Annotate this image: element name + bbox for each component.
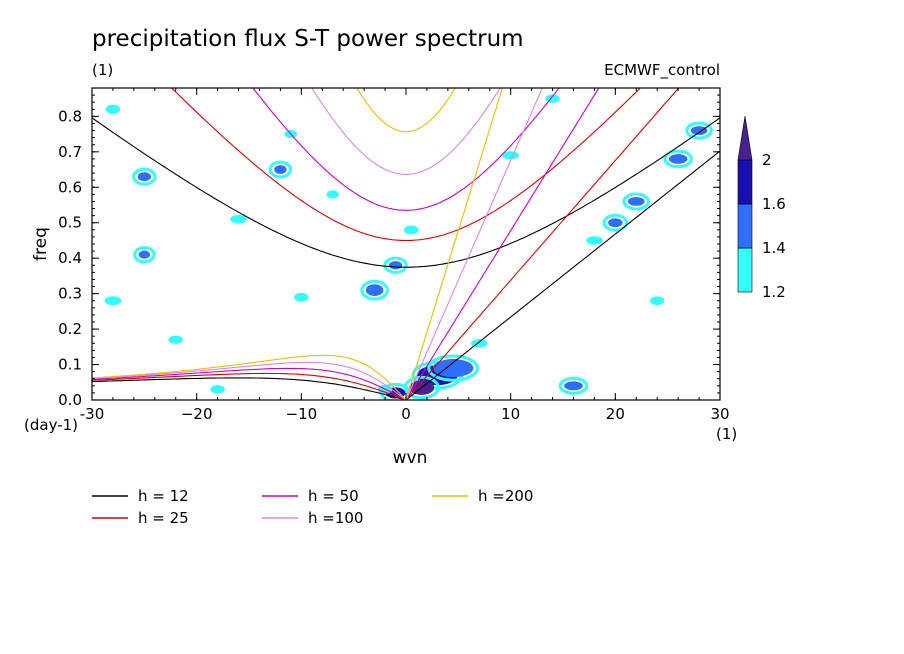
legend-label: h = 25 <box>138 509 189 527</box>
y-tick-label: 0.5 <box>58 214 82 232</box>
x-axis-label: wvn <box>393 448 428 468</box>
chart-title: precipitation flux S-T power spectrum <box>92 26 524 52</box>
x-tick-label: -30 <box>80 405 105 423</box>
colorbar-swatch <box>737 247 753 293</box>
y-unit-label: (day-1) <box>24 416 78 434</box>
shading-blob <box>326 190 339 199</box>
shading-blob <box>649 296 665 306</box>
shading-blob <box>564 381 583 391</box>
rossby-curve <box>92 354 407 400</box>
shading-blob <box>137 172 152 182</box>
shading-blob <box>690 126 708 136</box>
inertio-gravity-curve <box>252 88 560 211</box>
shading-blob <box>404 225 419 235</box>
y-axis-label: freq <box>31 227 51 261</box>
shading-blob <box>502 151 519 160</box>
colorbar-extend-triangle <box>737 115 753 161</box>
colorbar-swatch <box>737 203 753 249</box>
shading-blob <box>274 165 287 175</box>
rossby-curve <box>92 377 407 400</box>
legend-label: h =200 <box>478 487 533 505</box>
shading-blob-halo <box>663 149 693 169</box>
shading-blob-halo <box>622 192 651 211</box>
shading-blob-halo <box>602 213 629 232</box>
y-tick-label: 0.7 <box>58 143 82 161</box>
inertio-gravity-curve <box>92 117 720 268</box>
axis-ticks: -30 −20 −10 0 10 20 30 0.0 0.1 0.2 0.3 0.4 0.5 0.6 0.7… <box>58 88 730 423</box>
kelvin-curve <box>405 150 720 400</box>
colorbar-swatch <box>737 159 753 205</box>
shading-blob <box>586 236 603 245</box>
y-tick-label: 0.8 <box>58 107 82 125</box>
shading-blob <box>138 250 150 259</box>
legend-label: h = 50 <box>308 487 359 505</box>
shading-blob-halo <box>133 246 156 264</box>
colorbar-label: 1.4 <box>762 239 786 257</box>
shading-blob <box>104 296 122 306</box>
inertio-gravity-curve <box>170 88 642 242</box>
y-tick-label: 0.0 <box>58 391 82 409</box>
inertio-gravity-curve <box>356 88 456 133</box>
inertio-gravity-curve <box>311 88 501 175</box>
shading-blob-halo <box>360 279 389 301</box>
y-tick-label: 0.2 <box>58 320 82 338</box>
shading-blob <box>210 385 225 394</box>
colorbar: 1.2 1.4 1.6 2 <box>737 115 786 301</box>
shading-blob <box>294 292 309 302</box>
y-tick-label: 0.4 <box>58 249 82 267</box>
x-tick-label: −10 <box>286 405 318 423</box>
legend-label: h =100 <box>308 509 363 527</box>
x-tick-label: −20 <box>181 405 213 423</box>
chart-subtitle-right: ECMWF_control <box>604 61 720 80</box>
shading-blob <box>627 196 645 206</box>
shading-blob-halo <box>558 376 589 395</box>
rossby-curve <box>92 367 407 400</box>
colorbar-label: 1.6 <box>762 195 786 213</box>
chart-subtitle-left: (1) <box>92 61 113 79</box>
colorbar-label: 2 <box>762 151 772 169</box>
dispersion-curves <box>92 88 720 400</box>
shading-blob <box>365 284 384 296</box>
shading-blob <box>432 359 474 378</box>
shading-blob-halo <box>685 121 713 140</box>
y-tick-label: 0.3 <box>58 285 82 303</box>
kelvin-curve <box>405 88 543 400</box>
kelvin-curve <box>405 88 503 400</box>
power-shading <box>104 94 713 400</box>
legend-label: h = 12 <box>138 487 189 505</box>
shading-blob-halo <box>383 256 408 274</box>
shading-blob <box>608 218 623 228</box>
shading-blob <box>105 104 121 114</box>
x-tick-label: 30 <box>710 405 729 423</box>
rossby-curve <box>92 361 407 400</box>
x-tick-label: 0 <box>401 405 411 423</box>
shading-blob-halo <box>268 160 293 179</box>
kelvin-curve <box>405 88 680 400</box>
plot-frame <box>91 87 721 401</box>
y-tick-label: 0.1 <box>58 356 82 374</box>
x-tick-label: 10 <box>501 405 520 423</box>
y-tick-label: 0.6 <box>58 178 82 196</box>
shading-blob <box>668 154 688 164</box>
x-unit-label: (1) <box>716 425 737 443</box>
shading-blob-halo <box>427 354 479 382</box>
shading-blob <box>388 261 403 270</box>
shading-blob-halo <box>132 167 157 186</box>
legend: h = 12 h = 25 h = 50 h =100 h =200 <box>92 487 533 527</box>
rossby-curve <box>92 372 407 400</box>
colorbar-label: 1.2 <box>762 283 786 301</box>
shading-blob <box>168 335 183 344</box>
kelvin-curve <box>405 88 600 400</box>
shading-blob <box>230 214 247 224</box>
x-tick-label: 20 <box>606 405 625 423</box>
